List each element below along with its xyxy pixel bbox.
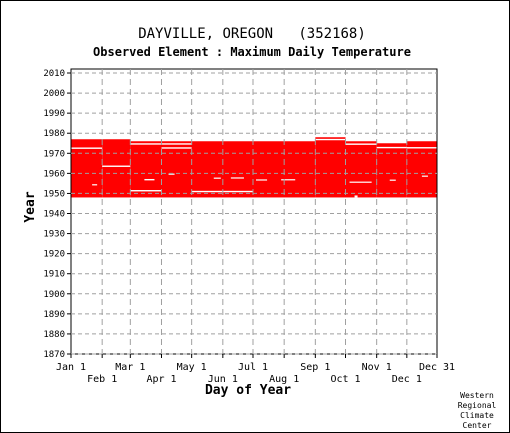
y-tick-label: 1960 (43, 169, 65, 179)
x-tick-label: Aug 1 (269, 374, 299, 385)
chart-title: DAYVILLE, OREGON (352168) (138, 26, 366, 42)
missing-data-gap (421, 175, 428, 177)
coverage-bar (376, 143, 407, 198)
y-tick-label: 1870 (43, 350, 65, 360)
plot-border (70, 68, 438, 355)
x-tick-label: Jul 1 (238, 362, 268, 373)
missing-data-gap (376, 146, 407, 149)
x-tick-label: Sep 1 (300, 362, 330, 373)
y-tick-label: 1930 (43, 230, 65, 240)
missing-data-gap (315, 138, 346, 141)
x-tick-label: Dec 1 (392, 374, 422, 385)
missing-data-gap (230, 177, 244, 179)
y-tick-label: 1990 (43, 109, 65, 119)
missing-data-gap (256, 179, 268, 181)
y-tick-label: 2000 (43, 89, 65, 99)
credit-line: Western (460, 391, 494, 400)
y-tick-label: 1970 (43, 149, 65, 159)
missing-data-gap (345, 143, 377, 145)
x-tick-label: May 1 (177, 362, 207, 373)
credit-line: Climate (460, 411, 494, 420)
y-tick-label: 1890 (43, 310, 65, 320)
x-tick-label: Apr 1 (146, 374, 176, 385)
missing-data-gap (92, 184, 98, 186)
gridlines (71, 69, 437, 355)
coverage-bar (315, 137, 346, 198)
missing-data-gap (144, 178, 155, 181)
x-tick-label: Oct 1 (330, 374, 360, 385)
missing-data-gap (168, 173, 175, 175)
y-axis-label: Year (23, 191, 38, 222)
y-tick-label: 1940 (43, 210, 65, 220)
missing-data-gap (281, 179, 296, 181)
missing-data-gap (406, 147, 437, 149)
y-tick-label: 1980 (43, 129, 65, 139)
missing-data-gap (349, 181, 372, 183)
x-tick-label: Jan 1 (56, 362, 86, 373)
missing-data-gap (354, 195, 358, 198)
chart-subtitle: Observed Element : Maximum Daily Tempera… (93, 45, 411, 59)
x-tick-label: Feb 1 (87, 374, 117, 385)
y-tick-label: 1880 (43, 330, 65, 340)
x-axis: Jan 1 Mar 1 May 1 Jul 1 Sep 1 Nov 1 Dec 31 Feb … (56, 354, 455, 385)
x-tick-label: Dec 31 (419, 362, 455, 373)
y-tick-label: 2010 (43, 69, 65, 79)
x-tick-label: Mar 1 (115, 362, 145, 373)
x-axis-label: Day of Year (205, 383, 291, 398)
y-tick-label: 1920 (43, 250, 65, 260)
missing-data-gap (102, 165, 131, 167)
x-tick-label: Nov 1 (362, 362, 392, 373)
missing-data-gap (71, 147, 103, 149)
missing-data-gap (130, 190, 162, 192)
credit-line: Regional (458, 401, 497, 410)
coverage-bar (406, 141, 437, 198)
y-tick-label: 1900 (43, 290, 65, 300)
missing-data-gap (389, 179, 396, 181)
credit-line: Center (463, 421, 492, 430)
y-axis: 2010 2000 1990 1980 1970 1960 1950 1940 1930 1920… (43, 69, 71, 360)
coverage-bar (102, 139, 131, 198)
missing-data-gap (130, 143, 192, 145)
missing-data-gap (191, 190, 253, 193)
coverage-bar (345, 141, 377, 198)
missing-data-gap (161, 147, 192, 149)
plot-area (70, 68, 438, 355)
x-tick-label: Jun 1 (208, 374, 238, 385)
y-tick-label: 1950 (43, 189, 65, 199)
y-tick-label: 1910 (43, 270, 65, 280)
missing-data-gap (213, 177, 221, 179)
coverage-bar (71, 139, 103, 198)
